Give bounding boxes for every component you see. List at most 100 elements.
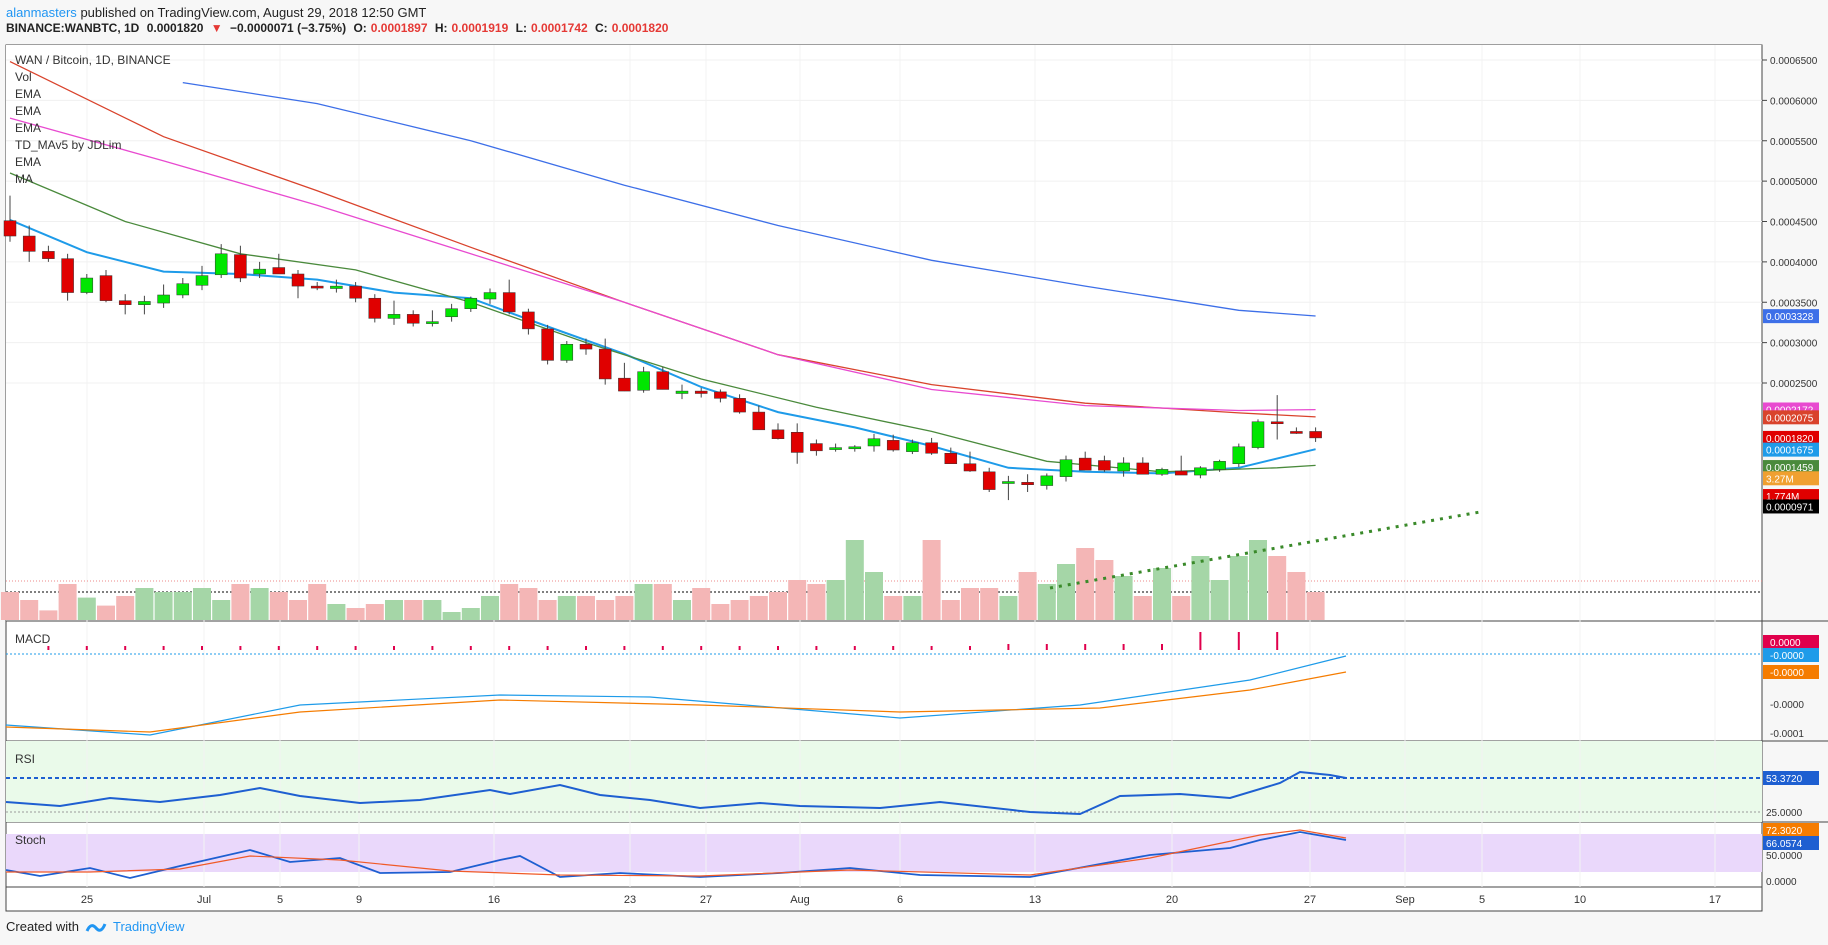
time-tick-label: 6 [897, 894, 903, 906]
candle[interactable] [387, 300, 401, 325]
legend-ma[interactable]: MA [15, 172, 33, 186]
candle[interactable] [3, 195, 17, 242]
legend-ema-2[interactable]: EMA [15, 104, 41, 118]
candle[interactable] [118, 294, 132, 315]
candle[interactable] [61, 253, 74, 301]
candle[interactable] [42, 245, 55, 262]
legend-ema-4[interactable]: EMA [15, 155, 41, 169]
candle[interactable] [253, 261, 266, 279]
candle-body [733, 398, 746, 413]
candle[interactable] [637, 366, 650, 393]
legend-ema-3[interactable]: EMA [15, 121, 41, 135]
candle[interactable] [426, 310, 439, 327]
candle[interactable] [560, 341, 574, 363]
price-pane[interactable] [6, 45, 1762, 621]
legend-vol[interactable]: Vol [15, 70, 32, 84]
candle[interactable] [848, 445, 862, 452]
candles[interactable] [3, 195, 1322, 501]
candle[interactable] [867, 433, 881, 452]
stoch-value-label: 66.0574 [1766, 839, 1803, 850]
candle[interactable] [1290, 427, 1303, 434]
candle[interactable] [1040, 473, 1054, 490]
candle[interactable] [1021, 474, 1034, 493]
volume-bar [404, 600, 423, 620]
candle[interactable] [330, 279, 343, 293]
price-tick-label: 0.0005000 [1770, 177, 1818, 188]
candle[interactable] [310, 282, 324, 291]
candle[interactable] [790, 423, 804, 464]
candle[interactable] [195, 265, 209, 291]
candle[interactable] [138, 295, 151, 315]
candle[interactable] [656, 366, 670, 390]
candle[interactable] [618, 362, 631, 392]
rsi-label[interactable]: RSI [15, 752, 35, 766]
candle[interactable] [464, 296, 478, 312]
time-axis[interactable]: 25 Jul 5 9 16 23 27 Aug 6 13 20 27 Sep 5 10 17 [81, 894, 1721, 906]
candle[interactable] [810, 439, 823, 456]
candle[interactable] [1174, 455, 1188, 476]
candle[interactable] [1059, 455, 1073, 482]
macd-value-label: -0.0000 [1770, 700, 1804, 711]
candle[interactable] [1117, 457, 1130, 477]
candle[interactable] [963, 451, 977, 472]
candle[interactable] [1098, 455, 1111, 472]
candle[interactable] [1232, 443, 1246, 467]
candle[interactable] [234, 245, 247, 283]
legend-td-mav5[interactable]: TD_MAv5 by JDLim [15, 138, 121, 152]
candle[interactable] [906, 439, 919, 455]
candle[interactable] [1194, 466, 1207, 479]
candle[interactable] [694, 387, 708, 398]
candle[interactable] [1270, 395, 1284, 440]
candle-body [1002, 481, 1015, 484]
macd-label[interactable]: MACD [15, 632, 51, 646]
candle[interactable] [1251, 419, 1265, 450]
candle[interactable] [1155, 467, 1169, 476]
candle[interactable] [598, 338, 612, 385]
candle[interactable] [502, 279, 516, 315]
candle[interactable] [445, 303, 458, 322]
candle[interactable] [982, 467, 996, 493]
candle[interactable] [829, 443, 842, 452]
legend-ema-1[interactable]: EMA [15, 87, 41, 101]
candle[interactable] [291, 269, 305, 299]
candle-body [1098, 460, 1111, 471]
candle[interactable] [944, 447, 958, 465]
candle[interactable] [925, 437, 938, 455]
price-label: 0.0001820 [1766, 434, 1814, 445]
candle-body [906, 442, 919, 452]
candle[interactable] [752, 405, 766, 431]
candle[interactable] [541, 324, 554, 365]
candle[interactable] [406, 310, 420, 327]
price-axis[interactable]: 0.0006500 0.0006000 0.0005500 0.0005000 0.00… [1762, 56, 1819, 514]
candle[interactable] [176, 278, 190, 299]
candle[interactable] [80, 273, 94, 295]
candle[interactable] [886, 434, 900, 452]
candle[interactable] [771, 423, 785, 440]
candle[interactable] [1136, 457, 1150, 475]
candle[interactable] [214, 244, 228, 279]
stoch-label[interactable]: Stoch [15, 833, 46, 847]
candle[interactable] [733, 394, 746, 414]
candle[interactable] [714, 389, 727, 403]
candle[interactable] [22, 225, 36, 262]
candle[interactable] [522, 308, 535, 335]
candle[interactable] [272, 253, 286, 275]
candle[interactable] [1078, 451, 1092, 471]
candle[interactable] [483, 288, 497, 304]
candle-body [234, 254, 247, 279]
candle[interactable] [99, 269, 113, 303]
candle[interactable] [579, 338, 593, 355]
candle[interactable] [1213, 459, 1226, 472]
candle[interactable] [349, 282, 362, 303]
candle[interactable] [1309, 427, 1322, 442]
candle[interactable] [675, 384, 689, 400]
candle[interactable] [368, 294, 382, 323]
candle[interactable] [1002, 475, 1015, 501]
volume-bar [481, 596, 499, 620]
candle[interactable] [157, 284, 170, 308]
time-tick-label: Sep [1395, 894, 1415, 906]
stoch-d-line [6, 829, 1347, 877]
author-link[interactable]: alanmasters [6, 5, 77, 20]
tradingview-link[interactable]: TradingView [112, 919, 185, 934]
